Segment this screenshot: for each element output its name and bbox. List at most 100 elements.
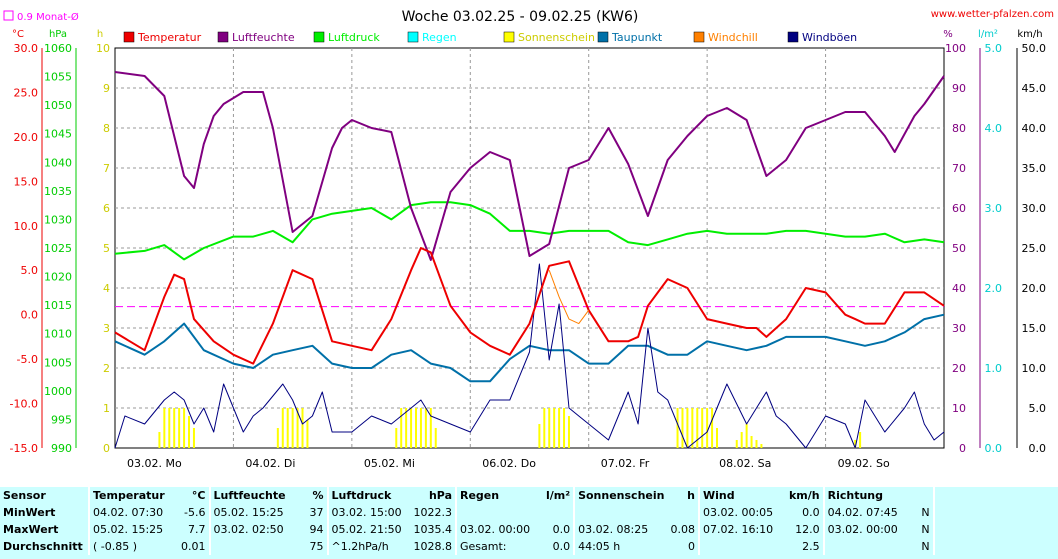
hum-tick-label: 50 [952, 242, 966, 255]
temp-tick-label: 15.0 [14, 175, 39, 188]
axis-unit-label: km/h [1017, 29, 1042, 40]
press-tick-label: 1050 [44, 99, 72, 112]
rain-tick-label: 3.0 [985, 202, 1003, 215]
site-link[interactable]: www.wetter-pfalzen.com [931, 9, 1054, 20]
sunshine-bar [168, 408, 171, 448]
press-min-time: 03.02. 15:00 [326, 504, 411, 521]
hum-unit: % [312, 489, 324, 502]
sunshine-bar [745, 424, 748, 448]
sunshine-bar [681, 408, 684, 448]
press-min-value: 1022.3 [413, 506, 453, 519]
hum-tick-label: 20 [952, 362, 966, 375]
legend: Temperatur Luftfeuchte Luftdruck Regen Sonne… [123, 31, 857, 44]
legend-label: Taupunkt [611, 31, 663, 44]
sunshine-bar [301, 408, 304, 448]
sunshine-bar [750, 436, 753, 448]
sunshine-bar [286, 408, 289, 448]
hum-tick-label: 80 [952, 122, 966, 135]
sunshine-bar [419, 408, 422, 448]
wind-tick-label: 0.0 [1029, 442, 1047, 455]
press-trend: ^1.2hPa/h [326, 538, 411, 555]
press-tick-label: 1045 [44, 128, 72, 141]
sunshine-bar [740, 432, 743, 448]
sunshine-bar [711, 408, 714, 448]
temp-min-time: 04.02. 07:30 [88, 504, 178, 521]
day-label: 09.02. So [838, 457, 890, 470]
temp-tick-label: 5.0 [21, 264, 39, 277]
hum-tick-label: 30 [952, 322, 966, 335]
series-lines [114, 71, 945, 449]
sun-total: 44:05 h [573, 538, 667, 555]
weather-chart: Woche 03.02.25 - 09.02.25 (KW6) www.wett… [3, 9, 1054, 470]
stats-min-row: MinWert 04.02. 07:30 -5.6 05.02. 15:25 3… [0, 504, 1058, 521]
wind-tick-label: 25.0 [1022, 242, 1047, 255]
sunshine-bar [538, 424, 541, 448]
sunshine-bar [192, 428, 195, 448]
legend-swatch [217, 31, 229, 43]
sunshine-bar [405, 408, 408, 448]
sunshine-bar [173, 408, 176, 448]
sun-max-value: 0.08 [670, 523, 695, 536]
temp-tick-label: 30.0 [14, 42, 39, 55]
temp-tick-label: -5.0 [17, 353, 38, 366]
stats-max-row: MaxWert 05.02. 15:25 7.7 03.02. 02:50 94… [0, 521, 1058, 538]
sunshine-bar [760, 444, 763, 448]
hum-tick-label: 100 [945, 42, 966, 55]
dir-avg-value: N [921, 540, 930, 553]
sunshine-bar [434, 428, 437, 448]
wind-max-value: 12.0 [795, 523, 820, 536]
press-max-value: 1035.4 [413, 523, 453, 536]
legend-swatch [503, 31, 515, 43]
wind-tick-label: 40.0 [1022, 122, 1047, 135]
press-tick-label: 995 [51, 413, 72, 426]
chart-title: Woche 03.02.25 - 09.02.25 (KW6) [402, 9, 639, 25]
rain-min-time [455, 504, 543, 521]
sunshine-bar [296, 408, 299, 448]
sunshine-bar [158, 432, 161, 448]
sun-tick-label: 0 [103, 442, 110, 455]
sunshine-bar [558, 408, 561, 448]
sun-tick-label: 8 [103, 122, 110, 135]
day-label: 06.02. Do [482, 457, 536, 470]
legend-swatch [123, 31, 135, 43]
sensor-header: Sensor [3, 489, 46, 502]
rain-tick-label: 4.0 [985, 122, 1003, 135]
sunshine-bar [281, 408, 284, 448]
wind-tick-label: 35.0 [1022, 162, 1047, 175]
legend-label: Regen [422, 31, 457, 44]
dir-max-time: 03.02. 00:00 [822, 521, 913, 538]
press-header: Luftdruck [326, 487, 411, 504]
wind-tick-label: 10.0 [1022, 362, 1047, 375]
rain-unit: l/m² [546, 489, 571, 502]
temp-max-time: 05.02. 15:25 [88, 521, 178, 538]
wind-min-value: 0.0 [802, 506, 820, 519]
dir-min-value: N [921, 506, 930, 519]
sunshine-bar [543, 408, 546, 448]
sunshine-bar [854, 440, 857, 448]
sunshine-bar [188, 416, 191, 448]
monthly-avg-label: 0.9 Monat-Ø [17, 11, 79, 23]
axis-unit-label: h [97, 29, 103, 40]
x-axis: 03.02. Mo 04.02. Di 05.02. Mi 06.02. Do 07.0… [127, 457, 890, 470]
legend-swatch [693, 31, 705, 43]
temp-avg-value: 0.01 [181, 540, 206, 553]
legend-label: Windchill [708, 31, 758, 44]
hum-tick-label: 0 [959, 442, 966, 455]
sunshine-bar [424, 408, 427, 448]
day-label: 07.02. Fr [601, 457, 650, 470]
wind-tick-label: 15.0 [1022, 322, 1047, 335]
rain-tick-label: 1.0 [985, 362, 1003, 375]
press-avg-value: 1028.8 [413, 540, 453, 553]
legend-label: Luftdruck [328, 31, 380, 44]
sunshine-bar [706, 408, 709, 448]
sunshine-bar [415, 408, 418, 448]
press-tick-label: 1025 [44, 242, 72, 255]
sun-min-time [573, 504, 667, 521]
row-label: MaxWert [3, 523, 59, 536]
rain-total-label: Gesamt: [455, 538, 543, 555]
press-max-time: 05.02. 21:50 [326, 521, 411, 538]
wind-max-time: 07.02. 16:10 [697, 521, 786, 538]
wind-tick-label: 45.0 [1022, 82, 1047, 95]
hum-tick-label: 40 [952, 282, 966, 295]
sunshine-bar [291, 408, 294, 448]
